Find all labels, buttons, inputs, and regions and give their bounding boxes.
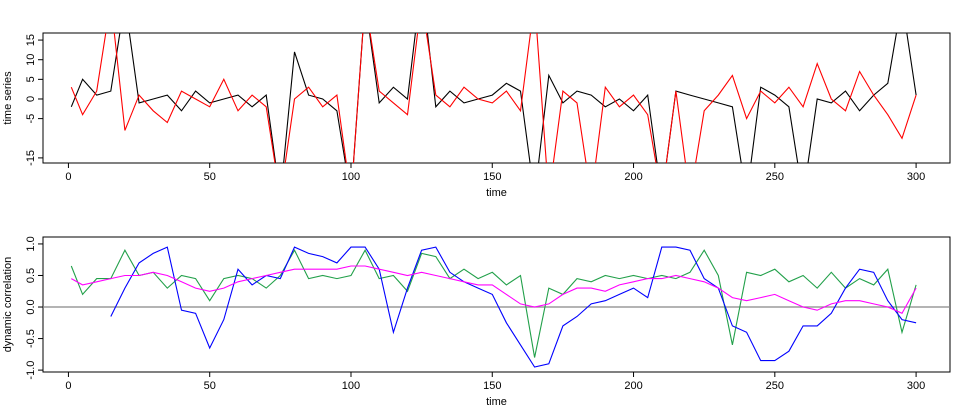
y-tick-label: 1.0 [25,236,37,251]
y-tick-label: 0 [25,96,37,102]
plot-area [70,33,917,163]
x-tick-label: 0 [65,380,71,392]
x-tick-label: 200 [624,171,642,183]
y-tick-label: 0.5 [25,268,37,283]
x-tick-label: 300 [907,380,925,392]
x-tick-label: 250 [766,171,784,183]
data-line [110,246,917,368]
y-tick-label: -15 [25,150,37,166]
x-tick-label: 250 [766,380,784,392]
data-line [70,249,917,358]
data-line [70,33,917,163]
x-tick-label: 150 [483,171,501,183]
y-tick-label: 10 [25,54,37,66]
x-axis-label: time [486,396,507,408]
y-axis-label: dynamic correlation [2,257,14,352]
y-tick-label: 0.0 [25,299,37,314]
y-tick-label: -5 [25,114,37,124]
data-line [71,265,917,315]
x-tick-label: 300 [907,171,925,183]
x-tick-label: 200 [624,380,642,392]
y-tick-label: -0.5 [25,329,37,348]
data-line [70,33,917,163]
x-axis-label: time [486,187,507,199]
plot-frame [42,236,951,373]
x-tick-label: 100 [342,380,360,392]
x-tick-label: 0 [65,171,71,183]
x-tick-label: 50 [204,171,216,183]
plot-area [43,246,950,368]
x-tick-label: 100 [342,171,360,183]
plot-frame [42,32,951,164]
x-tick-label: 150 [483,380,501,392]
x-tick-label: 50 [204,380,216,392]
y-tick-label: 5 [25,76,37,82]
y-tick-label: -1.0 [25,361,37,380]
y-axis-label: time series [2,71,14,125]
y-tick-label: 15 [25,34,37,46]
